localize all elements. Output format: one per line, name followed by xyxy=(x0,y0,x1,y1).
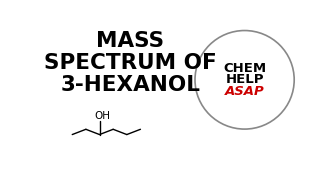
Text: HELP: HELP xyxy=(225,73,264,86)
Text: CHEM: CHEM xyxy=(223,62,266,75)
Text: MASS
SPECTRUM OF
3-HEXANOL: MASS SPECTRUM OF 3-HEXANOL xyxy=(44,31,217,94)
Text: ASAP: ASAP xyxy=(225,85,264,98)
Text: OH: OH xyxy=(94,111,110,121)
